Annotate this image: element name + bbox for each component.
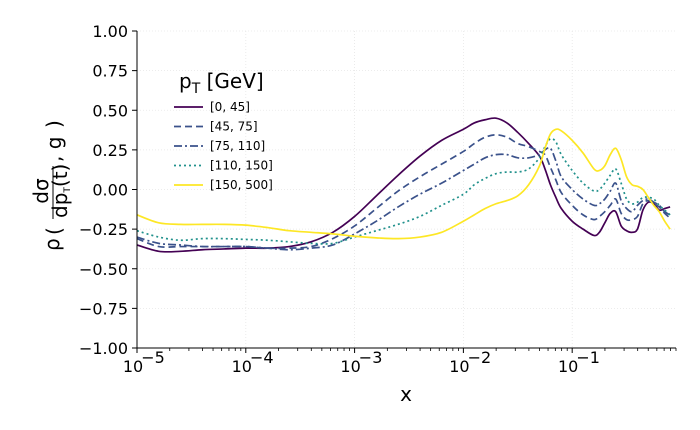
legend-entries: [0, 45] [45, 75] [75, 110] [110, 150] [150, … bbox=[174, 100, 273, 192]
y-label-rho: ρ bbox=[40, 238, 64, 251]
x-tick-exponent: −3 bbox=[359, 348, 383, 367]
legend-title: pT [GeV] bbox=[179, 69, 264, 97]
legend-label-3: [110, 150] bbox=[210, 159, 273, 173]
x-tick-label: 10 bbox=[449, 357, 469, 376]
legend-label-0: [0, 45] bbox=[210, 100, 250, 114]
x-tick-label: 10 bbox=[340, 357, 360, 376]
y-tick-label: −1.00 bbox=[79, 339, 128, 358]
series-line-4 bbox=[136, 128, 671, 240]
y-label-denominator: dpT(t) bbox=[48, 164, 73, 218]
y-tick-label: 0.25 bbox=[92, 141, 128, 160]
legend: pT [GeV] [0, 45] [45, 75] [75, 110] [110, 1… bbox=[174, 69, 273, 192]
series-line-2 bbox=[136, 146, 671, 251]
legend-label-2: [75, 110] bbox=[210, 139, 265, 153]
x-tick-exponent: −2 bbox=[468, 348, 492, 367]
x-tick-label: 10 bbox=[123, 357, 143, 376]
series-line-1 bbox=[136, 133, 671, 250]
legend-label-1: [45, 75] bbox=[210, 120, 258, 134]
y-ticks: −1.00 −0.75 −0.50 −0.25 0.00 0.25 0.50 0.75 1.00 bbox=[79, 22, 137, 358]
x-tick-label: 10 bbox=[232, 357, 252, 376]
series-lines bbox=[136, 117, 671, 253]
y-tick-label: −0.75 bbox=[79, 299, 128, 318]
y-label-open-paren: ( bbox=[42, 227, 66, 235]
y-label-tail: , g bbox=[42, 137, 66, 162]
x-tick-label: 10 bbox=[558, 357, 578, 376]
legend-label-4: [150, 500] bbox=[210, 178, 273, 192]
y-tick-label: −0.25 bbox=[79, 220, 128, 239]
x-axis-label: x bbox=[400, 382, 412, 406]
x-tick-exponent: −5 bbox=[141, 348, 165, 367]
y-tick-label: 0.00 bbox=[92, 181, 128, 200]
y-tick-label: 0.75 bbox=[92, 62, 128, 81]
x-ticks: 10−5 10−4 10−3 10−2 10−1 bbox=[123, 348, 677, 376]
y-axis-label: ρ ( dσ dpT(t) , g ) bbox=[29, 120, 73, 251]
y-label-numerator: dσ bbox=[29, 178, 53, 204]
y-tick-label: 1.00 bbox=[92, 22, 128, 41]
series-line-3 bbox=[136, 137, 671, 245]
y-tick-label: −0.50 bbox=[79, 260, 128, 279]
y-label-close-paren: ) bbox=[42, 120, 66, 128]
x-tick-exponent: −1 bbox=[576, 348, 600, 367]
y-tick-label: 0.50 bbox=[92, 101, 128, 120]
x-tick-exponent: −4 bbox=[250, 348, 274, 367]
